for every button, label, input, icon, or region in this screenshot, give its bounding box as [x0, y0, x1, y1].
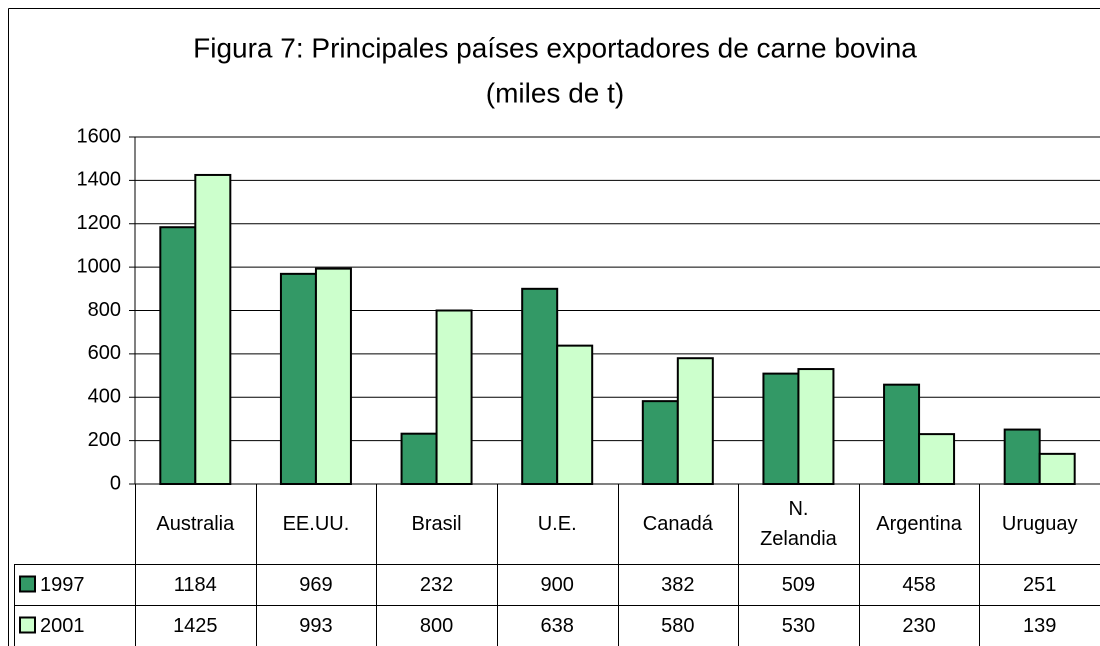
x-tick-label: U.E. — [537, 513, 577, 535]
chart-title: Figura 7: Principales países exportadore… — [193, 32, 917, 63]
y-tick-label: 400 — [88, 386, 121, 408]
table-cell: 139 — [1023, 615, 1056, 637]
table-cell: 580 — [661, 615, 694, 637]
table-cell: 1184 — [174, 574, 217, 596]
x-tick-label: EE.UU. — [282, 513, 350, 535]
y-tick-label: 800 — [88, 299, 121, 321]
x-tick-label: Brasil — [411, 513, 462, 535]
table-cell: 509 — [782, 574, 815, 596]
bar — [883, 383, 921, 486]
bar — [1038, 452, 1076, 485]
bar — [279, 272, 317, 485]
table-cell: 232 — [420, 574, 453, 596]
y-tick-label: 1000 — [77, 255, 122, 277]
bar — [797, 368, 835, 485]
bar — [676, 357, 714, 485]
category-cell: Argentina — [876, 513, 962, 535]
category-cell: Australia — [156, 513, 235, 535]
table-cell: 230 — [902, 615, 935, 637]
y-tick-label: 200 — [88, 429, 121, 451]
category-cell: Uruguay — [1001, 513, 1078, 535]
bar — [314, 267, 352, 485]
category-cell: Canadá — [642, 513, 713, 535]
x-tick-label: Canadá — [642, 513, 713, 535]
bar — [435, 309, 473, 485]
bar — [556, 344, 594, 486]
legend-swatch — [19, 575, 36, 593]
bar — [194, 173, 232, 485]
bar — [1003, 428, 1041, 485]
table-cell: 900 — [541, 574, 574, 596]
table-cell: 458 — [902, 574, 935, 596]
bar — [762, 372, 800, 485]
y-tick-label: 1200 — [77, 212, 122, 234]
category-cell: EE.UU. — [282, 513, 350, 535]
table-cell: 251 — [1023, 574, 1056, 596]
x-tick-label: Uruguay — [1001, 513, 1078, 535]
bar — [521, 287, 559, 485]
legend-swatch — [19, 616, 36, 634]
table-cell: 382 — [661, 574, 694, 596]
category-cell: U.E. — [537, 513, 577, 535]
bar — [641, 400, 679, 485]
y-tick-label: 600 — [88, 342, 121, 364]
x-tick-label: Australia — [156, 513, 235, 535]
category-cell: N. Zelandia — [760, 498, 837, 550]
x-tick-label: N. Zelandia — [760, 498, 837, 550]
table-cell: 969 — [299, 574, 332, 596]
x-tick-label: Argentina — [876, 513, 962, 535]
y-tick-label: 0 — [110, 472, 121, 494]
bar — [400, 432, 438, 485]
table-cell: 993 — [299, 615, 332, 637]
bar — [159, 226, 197, 485]
bar — [918, 433, 956, 485]
table-cell: 1425 — [173, 615, 218, 637]
legend-label: 2001 — [40, 615, 85, 637]
table-cell: 800 — [420, 615, 453, 637]
y-tick-label: 1600 — [77, 125, 122, 147]
legend-label: 1997 — [40, 574, 85, 596]
chart-subtitle: (miles de t) — [486, 77, 624, 108]
table-cell: 530 — [782, 615, 815, 637]
category-cell: Brasil — [411, 513, 462, 535]
table-cell: 638 — [541, 615, 574, 637]
y-tick-label: 1400 — [77, 169, 122, 191]
